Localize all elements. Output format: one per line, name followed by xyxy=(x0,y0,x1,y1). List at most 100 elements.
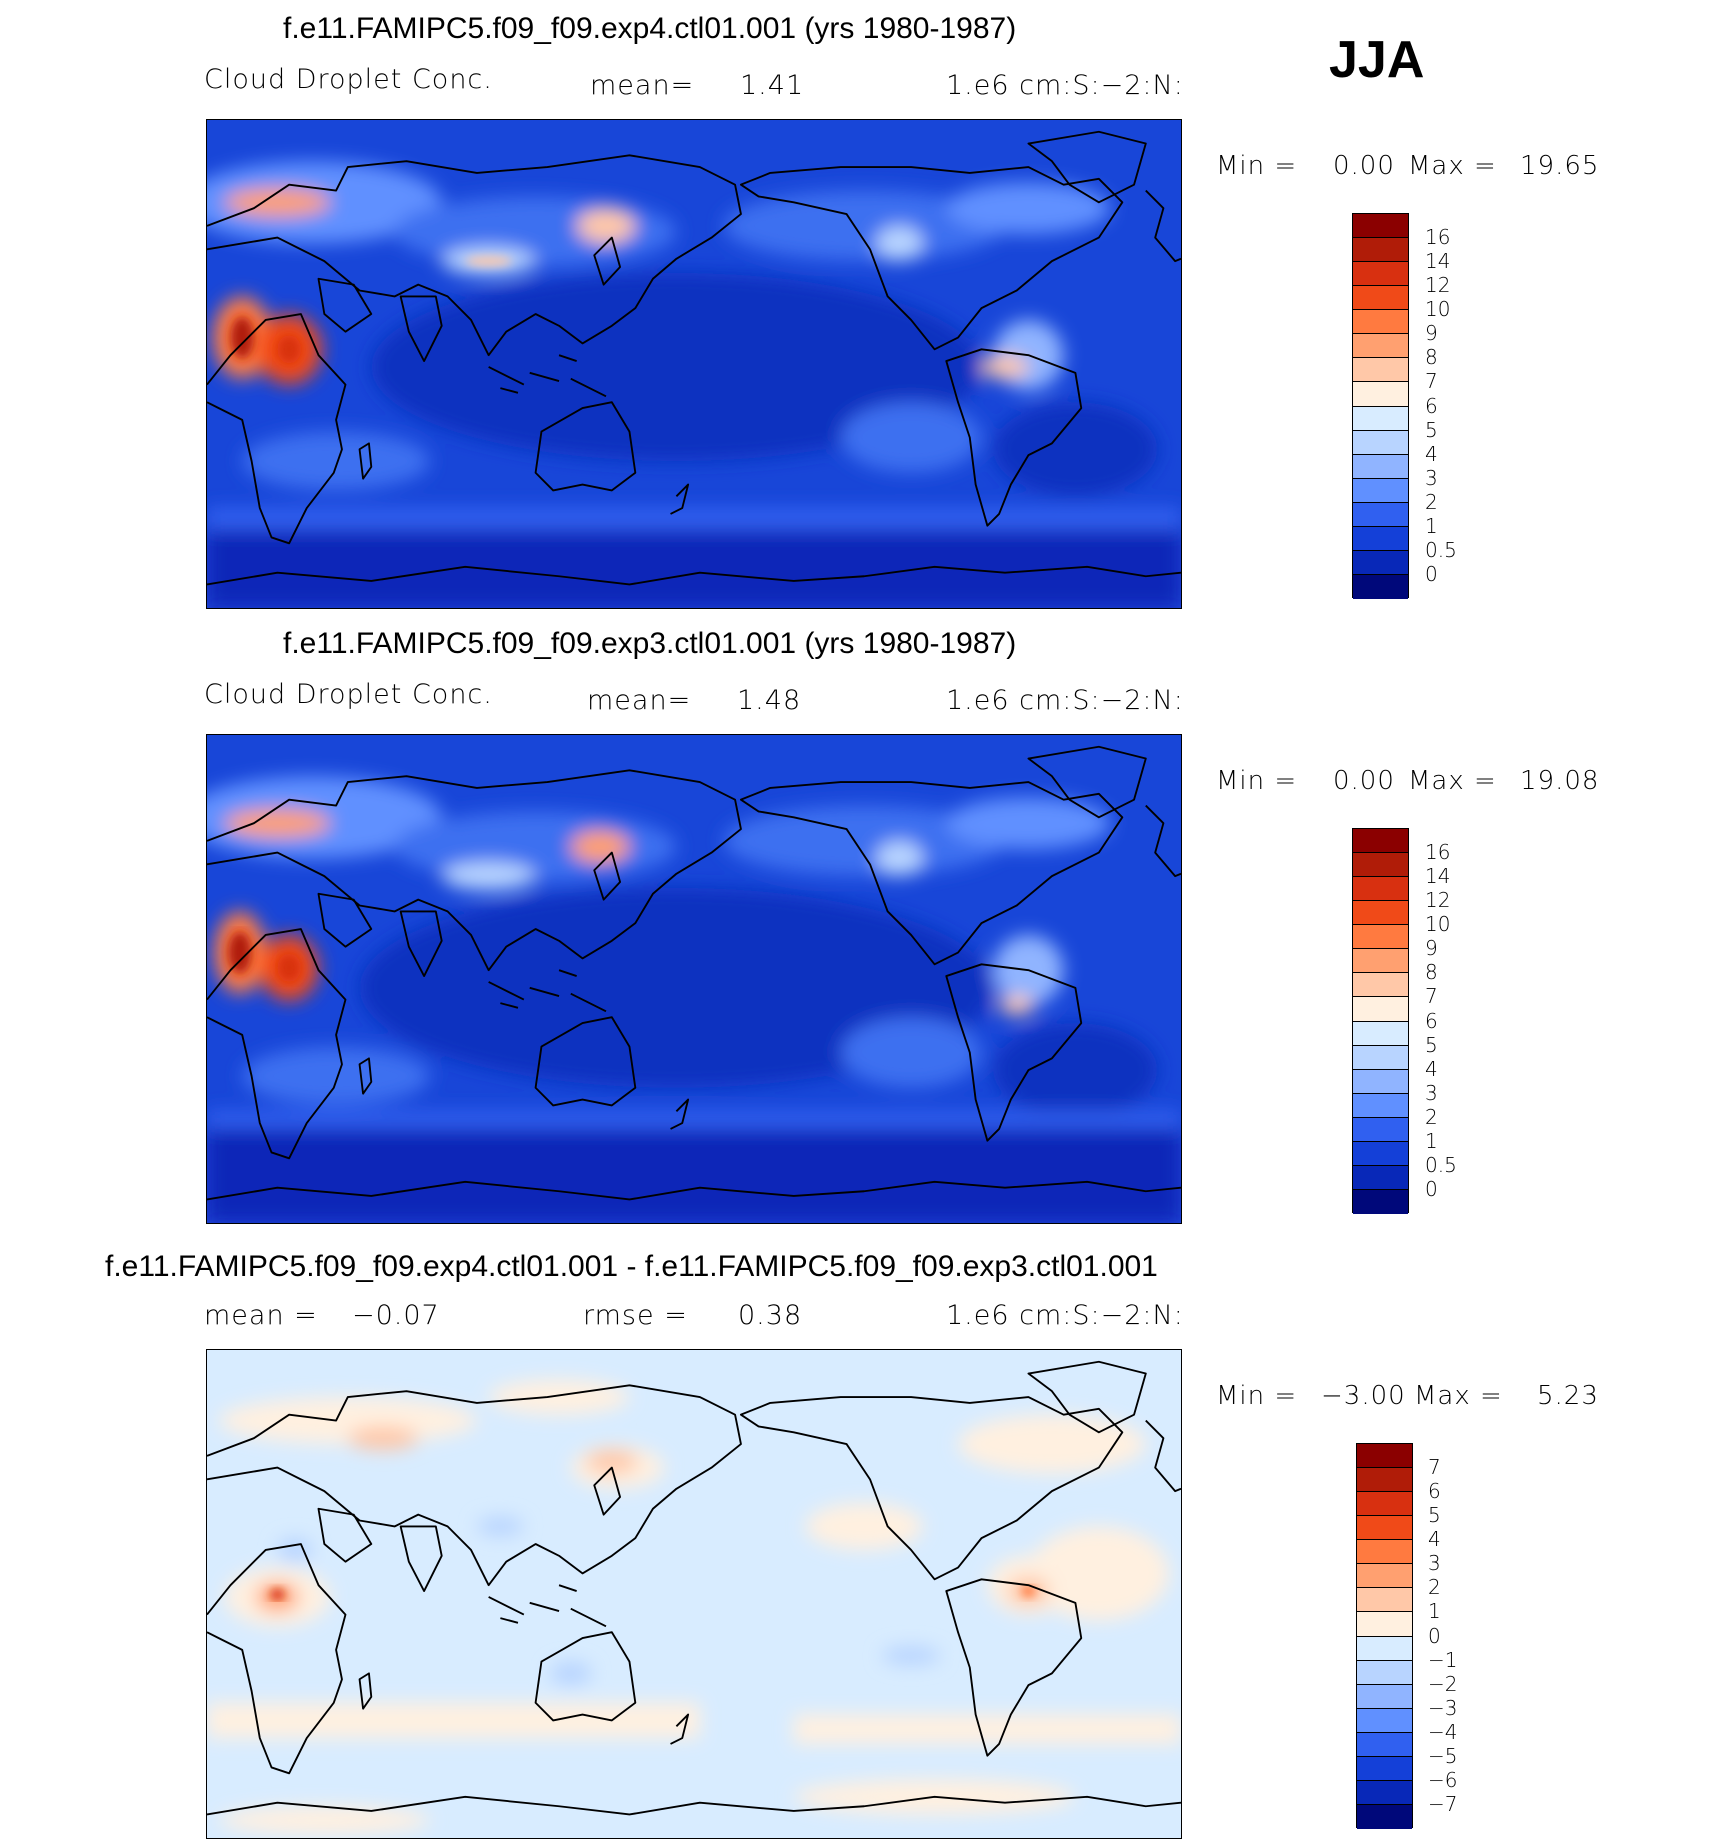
colorbar-tick-label: 4 xyxy=(1425,441,1438,466)
colorbar-swatch xyxy=(1353,406,1408,431)
colorbar-tick-label: 10 xyxy=(1425,912,1451,937)
panel1-min-value: 0.00 xyxy=(1333,151,1395,181)
colorbar-swatch xyxy=(1353,877,1408,902)
colorbar-tick-label: 7 xyxy=(1425,369,1438,394)
colorbar-tick-label: 0.5 xyxy=(1425,537,1457,562)
colorbar-tick-label: 8 xyxy=(1425,345,1438,370)
colorbar-swatch xyxy=(1353,1021,1408,1046)
colorbar-swatch xyxy=(1353,214,1408,239)
panel1-variable: Cloud Droplet Conc. xyxy=(204,64,493,95)
panel1-title: f.e11.FAMIPC5.f09_f09.exp4.ctl01.001 (yr… xyxy=(283,12,1017,45)
panel2-colorbar-labels: 16 14 12 10 9 8 7 6 5 4 3 2 1 0.5 0 xyxy=(1425,828,1485,1213)
panel1-min-label: Min = xyxy=(1216,151,1298,181)
panel3-title: f.e11.FAMIPC5.f09_f09.exp4.ctl01.001 - f… xyxy=(105,1250,1158,1283)
colorbar-swatch xyxy=(1353,310,1408,335)
panel2-colorbar xyxy=(1352,828,1409,1214)
colorbar-tick-label: 9 xyxy=(1425,936,1438,961)
colorbar-swatch xyxy=(1357,1636,1412,1661)
panel2-max-label: Max = xyxy=(1408,766,1497,796)
colorbar-swatch xyxy=(1353,262,1408,287)
colorbar-tick-label: 1 xyxy=(1428,1599,1441,1624)
colorbar-tick-label: −6 xyxy=(1428,1767,1458,1792)
colorbar-swatch xyxy=(1357,1780,1412,1805)
colorbar-tick-label: 12 xyxy=(1425,888,1451,913)
panel2-variable: Cloud Droplet Conc. xyxy=(204,679,493,710)
colorbar-swatch xyxy=(1357,1732,1412,1757)
colorbar-tick-label: 7 xyxy=(1425,984,1438,1009)
season-label: JJA xyxy=(1329,31,1425,89)
colorbar-swatch xyxy=(1353,1189,1408,1214)
colorbar-swatch xyxy=(1353,1141,1408,1166)
colorbar-tick-label: 2 xyxy=(1425,1104,1438,1129)
colorbar-tick-label: 12 xyxy=(1425,273,1451,298)
panel1-max-label: Max = xyxy=(1408,151,1497,181)
colorbar-swatch xyxy=(1353,1093,1408,1118)
colorbar-swatch xyxy=(1353,853,1408,878)
colorbar-tick-label: −2 xyxy=(1428,1671,1458,1696)
colorbar-swatch xyxy=(1353,973,1408,998)
colorbar-swatch xyxy=(1357,1492,1412,1517)
colorbar-tick-label: −1 xyxy=(1428,1647,1458,1672)
panel3-mean-value: −0.07 xyxy=(352,1300,440,1331)
colorbar-swatch xyxy=(1353,997,1408,1022)
colorbar-swatch xyxy=(1353,574,1408,599)
colorbar-tick-label: 3 xyxy=(1425,465,1438,490)
panel3-rmse-value: 0.38 xyxy=(738,1300,803,1331)
colorbar-swatch xyxy=(1353,550,1408,575)
colorbar-tick-label: 0 xyxy=(1425,561,1438,586)
panel3-max-value: 5.23 xyxy=(1537,1381,1599,1411)
panel2-map xyxy=(206,734,1182,1224)
panel2-mean-label: mean= xyxy=(587,685,692,716)
colorbar-swatch xyxy=(1357,1516,1412,1541)
colorbar-tick-label: 1 xyxy=(1425,513,1438,538)
colorbar-tick-label: 2 xyxy=(1425,489,1438,514)
colorbar-swatch xyxy=(1357,1444,1412,1469)
colorbar-tick-label: 8 xyxy=(1425,960,1438,985)
colorbar-swatch xyxy=(1353,829,1408,854)
colorbar-tick-label: 7 xyxy=(1428,1455,1441,1480)
colorbar-tick-label: 6 xyxy=(1425,393,1438,418)
panel1-map xyxy=(206,119,1182,609)
colorbar-swatch xyxy=(1353,286,1408,311)
colorbar-swatch xyxy=(1353,1045,1408,1070)
colorbar-tick-label: 4 xyxy=(1428,1527,1441,1552)
colorbar-tick-label: 0.5 xyxy=(1425,1152,1457,1177)
colorbar-swatch xyxy=(1353,901,1408,926)
panel1-mean-label: mean= xyxy=(590,70,695,101)
colorbar-swatch xyxy=(1353,1117,1408,1142)
colorbar-tick-label: 3 xyxy=(1428,1551,1441,1576)
colorbar-tick-label: −3 xyxy=(1428,1695,1458,1720)
panel3-colorbar xyxy=(1356,1443,1413,1829)
colorbar-tick-label: 2 xyxy=(1428,1575,1441,1600)
colorbar-swatch xyxy=(1353,526,1408,551)
colorbar-tick-label: 16 xyxy=(1425,225,1451,250)
panel1-units: 1.e6 cm:S:−2:N: xyxy=(946,70,1184,101)
colorbar-swatch xyxy=(1353,358,1408,383)
colorbar-swatch xyxy=(1353,334,1408,359)
panel1-colorbar-labels: 16 14 12 10 9 8 7 6 5 4 3 2 1 0.5 0 xyxy=(1425,213,1485,598)
colorbar-tick-label: 5 xyxy=(1425,417,1438,442)
colorbar-tick-label: −5 xyxy=(1428,1743,1458,1768)
colorbar-swatch xyxy=(1357,1684,1412,1709)
panel1-colorbar xyxy=(1352,213,1409,599)
colorbar-swatch xyxy=(1353,382,1408,407)
colorbar-tick-label: 1 xyxy=(1425,1128,1438,1153)
colorbar-swatch xyxy=(1357,1564,1412,1589)
colorbar-tick-label: 6 xyxy=(1425,1008,1438,1033)
colorbar-tick-label: 0 xyxy=(1428,1623,1441,1648)
colorbar-tick-label: −7 xyxy=(1428,1791,1458,1816)
colorbar-swatch xyxy=(1353,949,1408,974)
colorbar-swatch xyxy=(1353,454,1408,479)
colorbar-tick-label: 4 xyxy=(1425,1056,1438,1081)
panel2-min-label: Min = xyxy=(1216,766,1298,796)
colorbar-tick-label: 10 xyxy=(1425,297,1451,322)
colorbar-swatch xyxy=(1353,925,1408,950)
panel3-max-label: Max = xyxy=(1414,1381,1503,1411)
panel1-max-value: 19.65 xyxy=(1520,151,1600,181)
colorbar-swatch xyxy=(1357,1588,1412,1613)
colorbar-swatch xyxy=(1353,430,1408,455)
colorbar-tick-label: 5 xyxy=(1428,1503,1441,1528)
colorbar-tick-label: 0 xyxy=(1425,1176,1438,1201)
panel3-units: 1.e6 cm:S:−2:N: xyxy=(946,1300,1184,1331)
panel3-mean-label: mean = xyxy=(204,1300,318,1331)
